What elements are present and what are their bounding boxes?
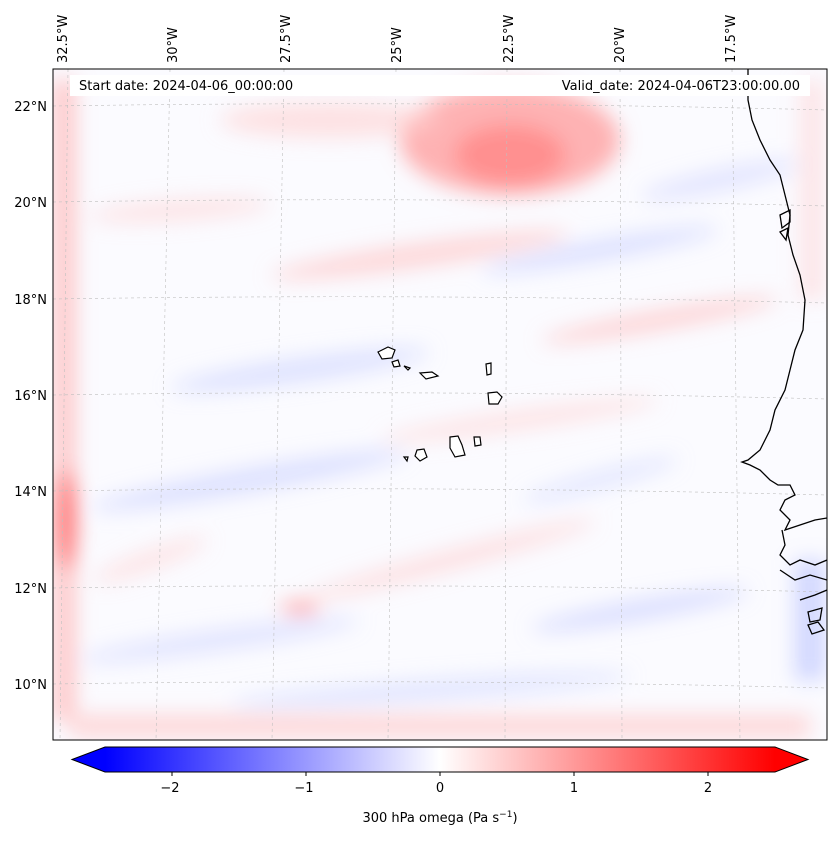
colorbar-outline	[70, 746, 810, 773]
lon-label-30w: 30°W	[166, 27, 181, 63]
omega-field	[53, 69, 827, 740]
lat-label-20n: 20°N	[14, 196, 47, 211]
lat-axis-labels: 22°N 20°N 18°N 16°N 14°N 12°N 10°N	[14, 100, 47, 693]
colorbar-tick-neg2: −2	[160, 781, 179, 796]
colorbar-label-main: 300 hPa omega (Pa s	[362, 811, 499, 826]
cape-verde-islands	[377, 346, 503, 463]
lat-label-14n: 14°N	[14, 485, 47, 500]
lon-axis-labels: 32.5°W 30°W 27.5°W 25°W 22.5°W 20°W 17.5…	[56, 15, 739, 63]
lat-label-16n: 16°N	[14, 389, 47, 404]
lat-label-12n: 12°N	[14, 582, 47, 597]
colorbar-min-extend	[72, 747, 105, 772]
colorbar-gradient	[105, 747, 775, 772]
colorbar-label-end: )	[512, 811, 517, 826]
colorbar-tick-1: 1	[570, 781, 578, 796]
colorbar-tick-0: 0	[436, 781, 444, 796]
colorbar-tick-marks	[171, 772, 709, 776]
lon-label-27-5w: 27.5°W	[279, 15, 294, 63]
colorbar: −2 −1 0 1 2 300 hPa omega (Pa s−1)	[70, 746, 810, 826]
lon-label-22-5w: 22.5°W	[502, 15, 517, 63]
colorbar-tick-2: 2	[704, 781, 712, 796]
lat-label-10n: 10°N	[14, 678, 47, 693]
date-banner	[70, 75, 810, 96]
start-date-label: Start date: 2024-04-06_00:00:00	[79, 79, 293, 94]
colorbar-max-extend	[775, 747, 808, 772]
colorbar-tick-labels: −2 −1 0 1 2	[160, 781, 712, 796]
omega-anomalies	[53, 80, 825, 737]
colorbar-label-sup: −1	[499, 810, 512, 820]
lon-label-25w: 25°W	[390, 27, 405, 63]
lon-label-32-5w: 32.5°W	[56, 15, 71, 63]
colorbar-label: 300 hPa omega (Pa s−1)	[362, 810, 517, 826]
map-gridlines	[53, 69, 827, 740]
colorbar-tick-neg1: −1	[294, 781, 313, 796]
lon-label-20w: 20°W	[613, 27, 628, 63]
lat-label-22n: 22°N	[14, 100, 47, 115]
map-frame	[52, 68, 828, 741]
valid-date-label: Valid_date: 2024-04-06T23:00:00.00	[562, 79, 800, 94]
coastline	[740, 69, 827, 635]
lon-label-17-5w: 17.5°W	[724, 15, 739, 63]
lat-label-18n: 18°N	[14, 293, 47, 308]
